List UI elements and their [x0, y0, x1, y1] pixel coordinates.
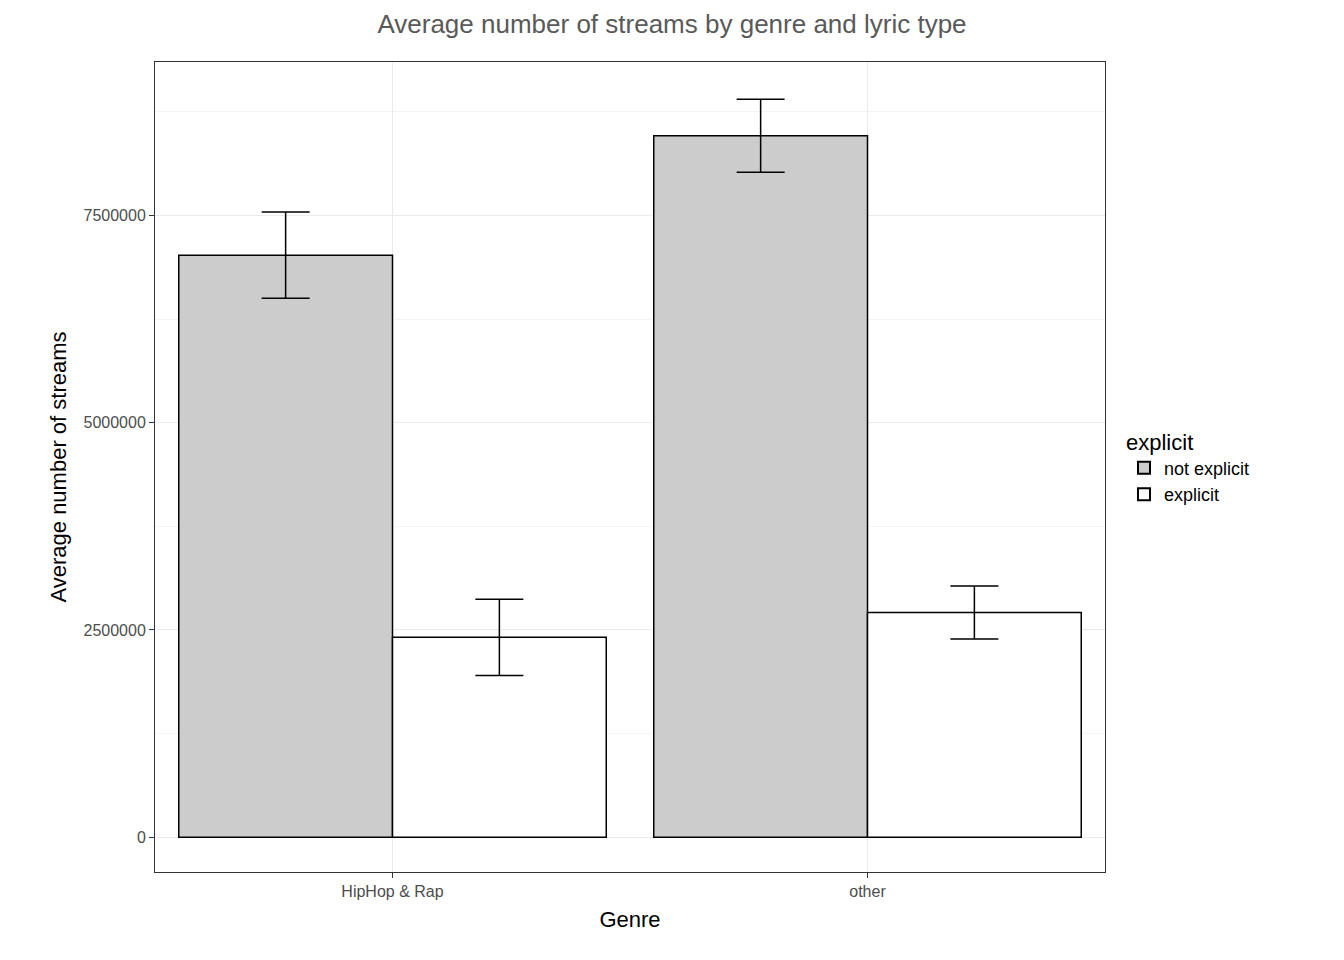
svg-text:other: other	[849, 883, 886, 900]
svg-text:5000000: 5000000	[84, 414, 146, 431]
svg-text:0: 0	[137, 829, 146, 846]
svg-text:explicit: explicit	[1164, 485, 1219, 505]
svg-text:not explicit: not explicit	[1164, 459, 1249, 479]
svg-text:7500000: 7500000	[84, 207, 146, 224]
svg-text:Average number of streams by g: Average number of streams by genre and l…	[377, 9, 966, 39]
svg-text:HipHop & Rap: HipHop & Rap	[341, 883, 443, 900]
svg-text:2500000: 2500000	[84, 622, 146, 639]
svg-text:Genre: Genre	[599, 907, 660, 932]
svg-text:Average number of streams: Average number of streams	[46, 331, 71, 602]
svg-text:explicit: explicit	[1126, 430, 1193, 455]
